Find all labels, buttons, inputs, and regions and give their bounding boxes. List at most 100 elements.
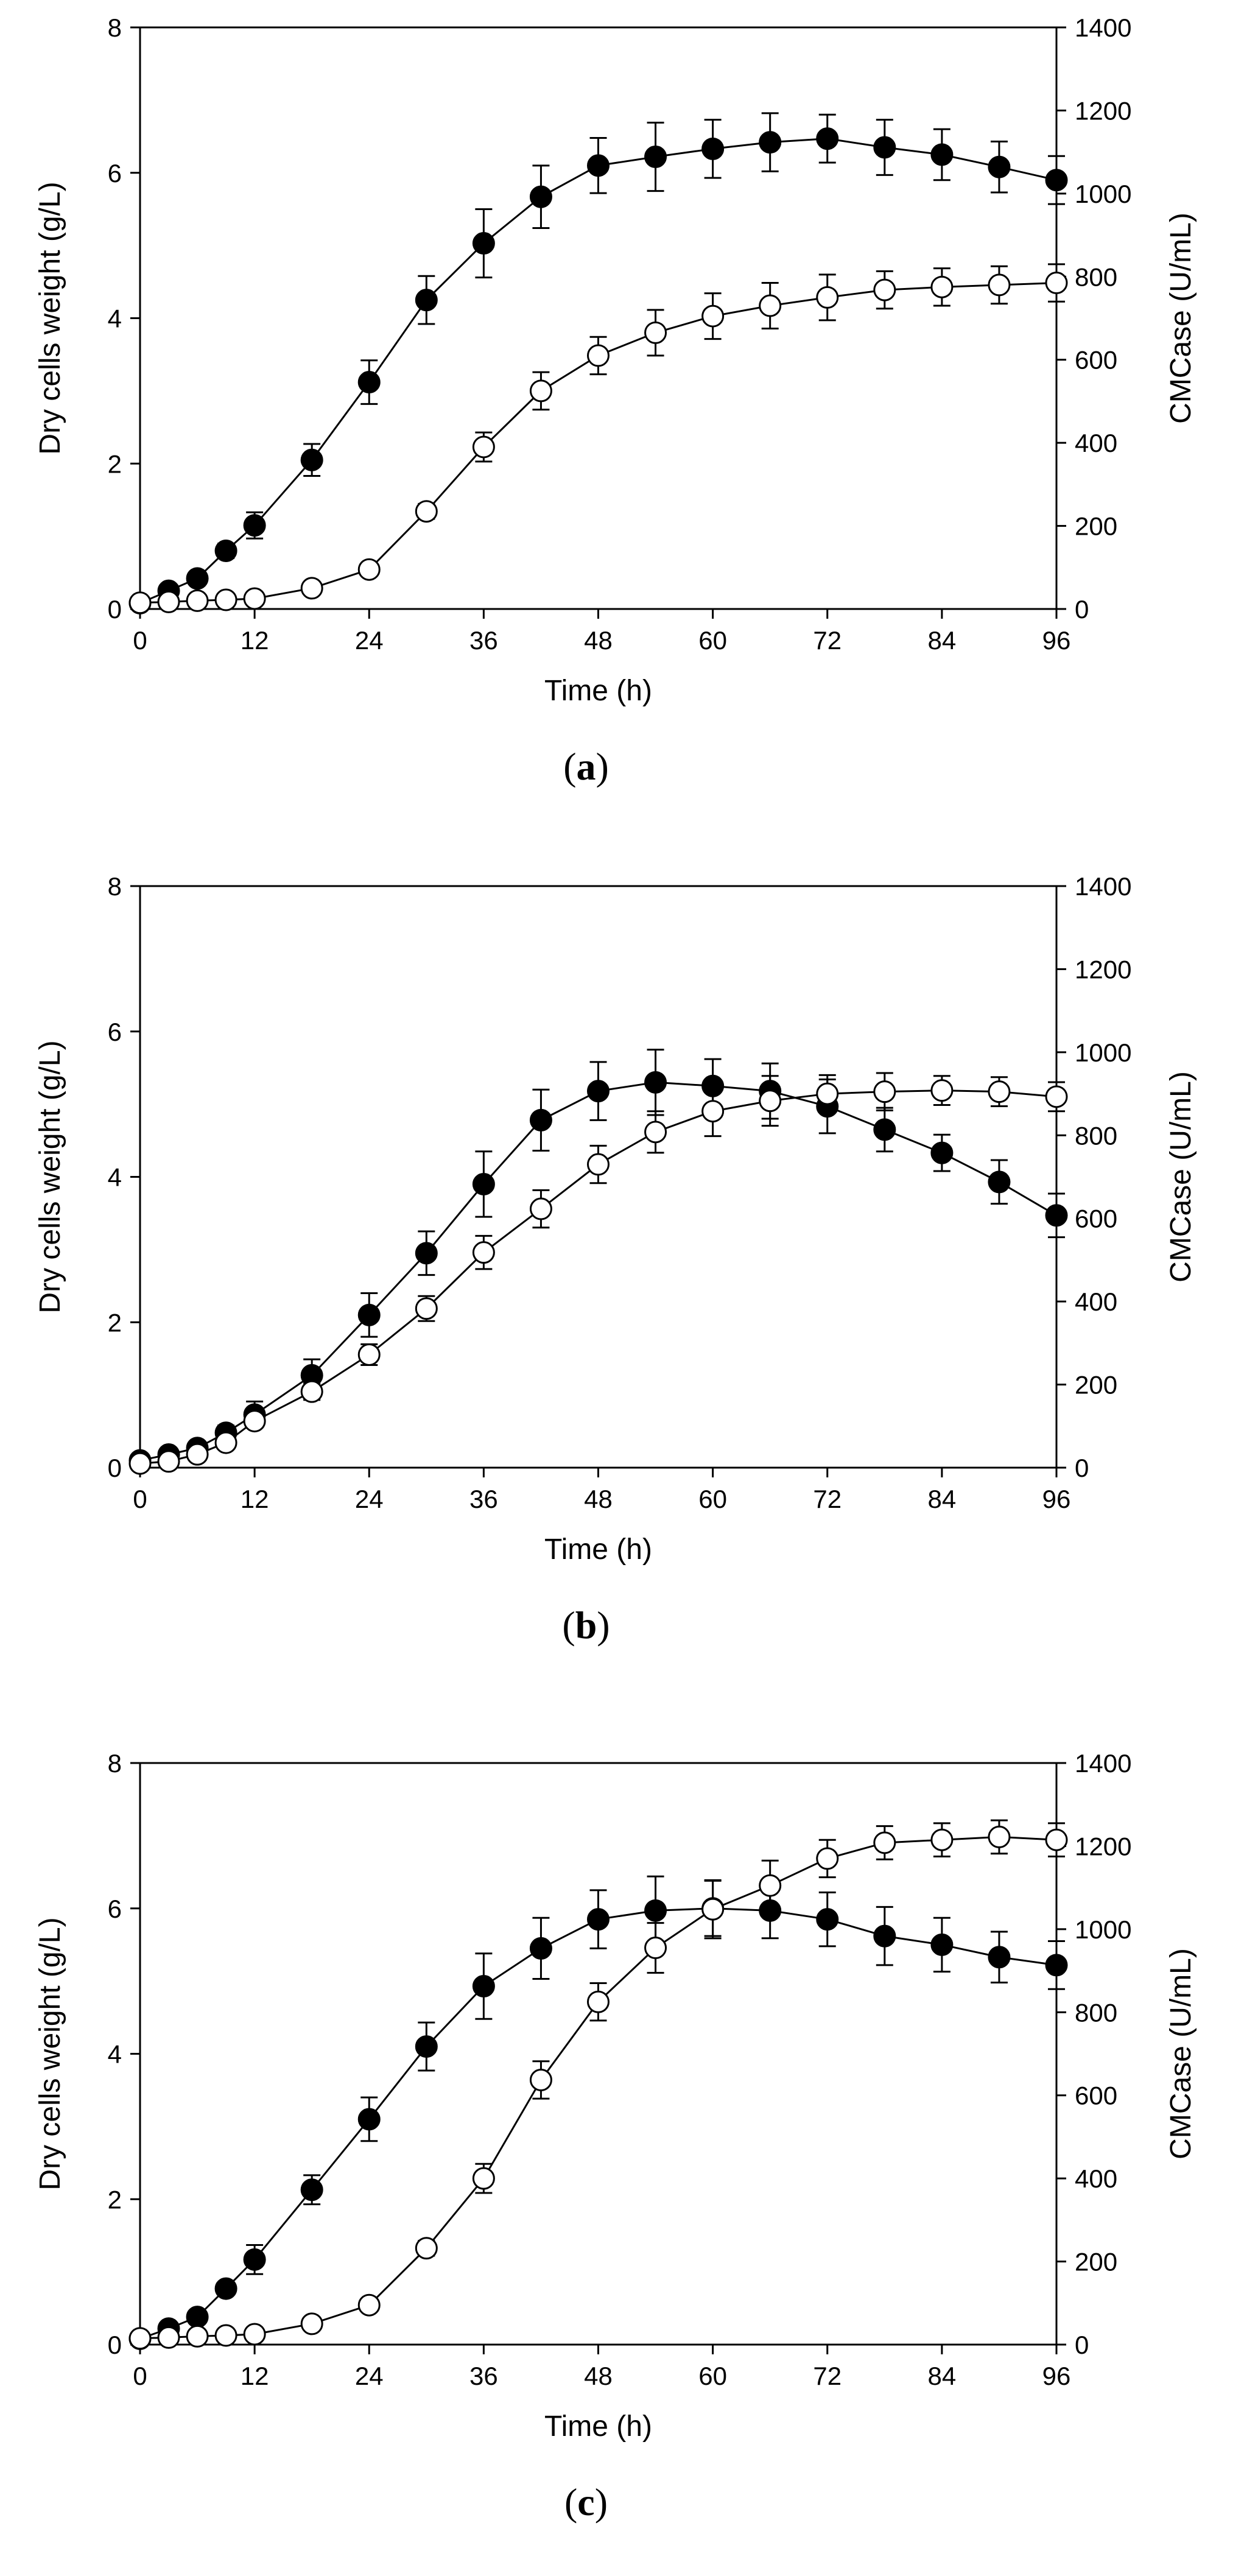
x-tick-label: 12 xyxy=(241,2362,269,2390)
data-point-filled xyxy=(214,540,237,562)
y2-tick-label: 600 xyxy=(1075,346,1117,375)
x-tick-label: 60 xyxy=(698,1485,727,1513)
data-point-open xyxy=(701,1898,725,1921)
y-tick-label: 8 xyxy=(108,1749,122,1778)
chart-panel-b: 0 12 24 36 48 60 72 84 96 0 2 4 6 8 0 200 400 600 800 1000 1… xyxy=(0,859,1244,1699)
data-point-open xyxy=(357,558,381,581)
data-point-open xyxy=(415,500,438,523)
data-point-open xyxy=(357,2293,381,2317)
x-tick-label: 84 xyxy=(928,2362,957,2390)
y-tick-label: 8 xyxy=(108,13,122,42)
data-point-open xyxy=(157,1450,180,1473)
series-cmcase xyxy=(128,1072,1068,1475)
y2-tick-label: 1000 xyxy=(1075,1915,1131,1944)
data-point-open xyxy=(186,589,209,612)
y2-tick-label: 1400 xyxy=(1075,1749,1131,1778)
x-tick-label: 60 xyxy=(698,2362,727,2390)
y2-axis-label: CMCase (U/mL) xyxy=(1165,213,1197,424)
data-point-open xyxy=(415,1297,438,1320)
data-point-filled xyxy=(1045,1954,1068,1977)
data-point-filled xyxy=(1045,169,1068,192)
data-point-open xyxy=(300,2312,323,2335)
data-point-open xyxy=(415,2237,438,2260)
chart-panel-a: 0 12 24 36 48 60 72 84 96 0 2 4 6 8 0 200 400 600 800 1000 1… xyxy=(0,0,1244,804)
data-point-open xyxy=(529,1197,552,1220)
data-point-open xyxy=(300,577,323,600)
data-point-filled xyxy=(1045,1204,1068,1227)
data-point-filled xyxy=(816,127,839,150)
y-tick-label: 4 xyxy=(108,2040,122,2069)
y2-tick-label: 400 xyxy=(1075,2164,1117,2193)
data-point-filled xyxy=(415,289,438,312)
series-line xyxy=(139,1907,1057,2340)
data-point-open xyxy=(472,435,495,459)
data-point-filled xyxy=(472,232,495,255)
y2-axis-label: CMCase (U/mL) xyxy=(1165,1071,1197,1283)
series-cmcase xyxy=(128,1819,1068,2350)
chart-panel-c: 0 12 24 36 48 60 72 84 96 0 2 4 6 8 0 200 400 600 800 1000 1… xyxy=(0,1736,1244,2576)
data-point-open xyxy=(701,1100,725,1123)
y2-tick-label: 1200 xyxy=(1075,96,1131,125)
x-axis-label: Time (h) xyxy=(544,1533,652,1566)
y-tick-label: 4 xyxy=(108,304,122,333)
series-dry-cells-weight xyxy=(128,1049,1068,1472)
x-tick-label: 60 xyxy=(698,626,727,655)
y2-tick-label: 200 xyxy=(1075,2248,1117,2276)
data-point-open xyxy=(587,1153,610,1176)
panel-caption: (c) xyxy=(564,2480,608,2524)
data-point-filled xyxy=(415,1242,438,1265)
data-point-open xyxy=(128,1452,152,1475)
data-point-open xyxy=(472,1241,495,1264)
data-point-filled xyxy=(472,1172,495,1195)
data-point-filled xyxy=(472,1974,495,1997)
x-tick-label: 12 xyxy=(241,626,269,655)
y2-tick-label: 200 xyxy=(1075,512,1117,541)
data-point-filled xyxy=(529,1937,552,1960)
series-dry-cells-weight xyxy=(128,112,1068,614)
y2-tick-label: 800 xyxy=(1075,1998,1117,2027)
data-point-open xyxy=(759,294,782,317)
y2-tick-label: 400 xyxy=(1075,1287,1117,1316)
series-line xyxy=(139,282,1057,604)
data-point-open xyxy=(816,286,839,309)
y-tick-label: 6 xyxy=(108,1018,122,1046)
data-point-open xyxy=(214,588,237,611)
data-point-filled xyxy=(529,185,552,208)
data-point-open xyxy=(357,1343,381,1366)
data-point-filled xyxy=(988,1946,1011,1969)
x-tick-label: 36 xyxy=(469,1485,498,1513)
x-tick-label: 72 xyxy=(813,2362,842,2390)
y2-tick-label: 0 xyxy=(1075,2331,1089,2359)
data-point-open xyxy=(644,1937,667,1960)
data-point-filled xyxy=(988,1170,1011,1194)
data-point-open xyxy=(128,2327,152,2350)
data-point-filled xyxy=(644,1071,667,1094)
y2-tick-label: 0 xyxy=(1075,595,1089,624)
data-point-filled xyxy=(243,514,266,537)
data-point-filled xyxy=(214,2277,237,2300)
x-tick-label: 0 xyxy=(133,1485,147,1513)
data-point-filled xyxy=(873,136,896,159)
x-tick-label: 12 xyxy=(241,1485,269,1513)
data-point-open xyxy=(873,278,896,301)
y2-tick-label: 600 xyxy=(1075,2082,1117,2110)
data-point-filled xyxy=(988,155,1011,178)
data-point-open xyxy=(186,1443,209,1466)
data-point-filled xyxy=(759,131,782,154)
y-tick-label: 8 xyxy=(108,872,122,901)
y2-tick-label: 1000 xyxy=(1075,1038,1131,1067)
data-point-filled xyxy=(357,1303,381,1326)
panel-caption: (b) xyxy=(562,1603,610,1647)
data-point-open xyxy=(300,1380,323,1403)
y-tick-label: 0 xyxy=(108,595,122,624)
data-point-filled xyxy=(587,1080,610,1103)
y2-tick-label: 200 xyxy=(1075,1371,1117,1399)
data-point-filled xyxy=(357,371,381,394)
x-tick-label: 84 xyxy=(928,626,957,655)
x-tick-label: 96 xyxy=(1042,626,1071,655)
y-tick-label: 6 xyxy=(108,159,122,188)
data-point-open xyxy=(128,591,152,614)
x-tick-label: 48 xyxy=(584,626,613,655)
y-axis-label: Dry cells weight (g/L) xyxy=(34,181,66,454)
data-point-filled xyxy=(930,143,954,166)
